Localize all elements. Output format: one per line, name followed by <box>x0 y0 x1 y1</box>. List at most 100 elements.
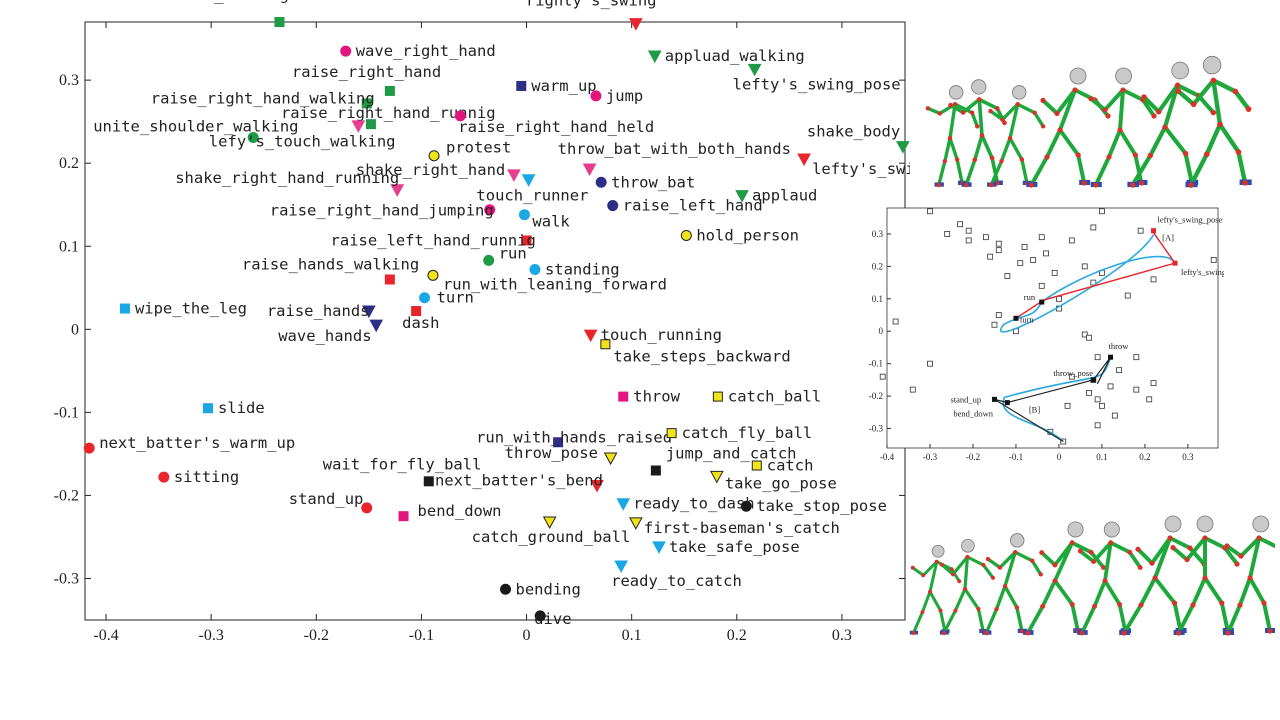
skeleton-joint <box>1170 545 1176 551</box>
skeleton-joint <box>1077 548 1083 554</box>
point-label: unite_shoulder_walking <box>93 117 298 135</box>
point-marker <box>423 476 434 487</box>
point-label: hold_person <box>696 226 799 244</box>
point-marker <box>507 169 521 182</box>
data-point: unite_shoulder_walking <box>93 117 299 143</box>
point-marker <box>896 141 910 154</box>
point-label: dash <box>402 314 439 332</box>
skeleton-joint <box>1081 180 1087 186</box>
skeleton-joint <box>1132 152 1138 158</box>
skeleton-joint <box>925 106 931 111</box>
skeleton-bone <box>986 557 1002 570</box>
skeleton-bone <box>1176 88 1196 107</box>
skeleton-joint <box>953 608 958 613</box>
inset-y-tick-label: 0.3 <box>872 229 884 239</box>
skeleton-joint <box>1138 180 1144 186</box>
point-label: take_stop_pose <box>756 497 887 515</box>
skeleton-head <box>1252 515 1270 533</box>
skeleton-joint <box>1015 102 1020 107</box>
skeleton-bone <box>1091 540 1113 564</box>
skeleton-figure <box>1170 515 1240 636</box>
skeleton-bone <box>1130 153 1153 188</box>
point-marker <box>680 229 692 241</box>
skeleton-joint <box>1127 549 1133 555</box>
skeleton-joint <box>1235 149 1242 155</box>
inset-highlight-point <box>1172 260 1178 266</box>
point-label: catch_ball <box>728 388 821 406</box>
x-tick-label: 0.3 <box>832 627 852 644</box>
point-marker <box>735 190 749 203</box>
skeleton-head <box>1011 85 1027 100</box>
skeleton-bone <box>1257 536 1275 549</box>
skeleton-bone <box>1030 559 1043 577</box>
data-point: take_stop_pose <box>740 497 887 515</box>
skeleton-bone <box>1236 149 1248 186</box>
point-label: touch_runner <box>476 187 588 205</box>
skeleton-bone <box>1041 98 1059 116</box>
skeleton-bone <box>921 560 939 577</box>
skeleton-joint <box>1210 109 1217 116</box>
inset-highlight-label: stand_up <box>950 394 981 404</box>
skeleton-head <box>1196 515 1214 533</box>
point-label: take_steps_backward <box>613 347 790 365</box>
skeleton-joint <box>1039 550 1045 556</box>
skeleton-bone <box>1107 128 1122 159</box>
skeleton-joint <box>1025 630 1031 636</box>
data-point: wave_hands <box>278 319 384 345</box>
skeleton-bone <box>948 103 965 115</box>
skeleton-joint <box>1217 121 1223 128</box>
inset-y-tick-label: -0.3 <box>869 424 884 434</box>
inset-point <box>927 208 933 215</box>
skeleton-head <box>1067 521 1084 538</box>
skeleton-bone <box>1211 78 1223 127</box>
skeleton-joint <box>928 589 932 594</box>
skeleton-joint <box>1002 584 1008 589</box>
skeleton-joint <box>1014 605 1020 610</box>
data-point: take_steps_backward <box>600 339 791 365</box>
skeleton-bone <box>990 156 1000 185</box>
skeleton-figure <box>939 538 996 636</box>
skeleton-joint <box>989 182 994 188</box>
skeleton-joint <box>1019 157 1025 162</box>
skeleton-joint <box>984 630 989 636</box>
skeleton-bone <box>1080 604 1097 635</box>
skeleton-joint <box>1093 182 1099 188</box>
point-label: wipe_the_leg <box>135 300 247 318</box>
skeleton-joint <box>1176 630 1182 636</box>
skeleton-head <box>931 544 945 558</box>
skeleton-joint <box>942 158 948 164</box>
data-point: sitting <box>158 468 239 486</box>
data-point: touch_walking <box>167 0 289 27</box>
point-marker <box>629 18 643 31</box>
skeleton-joint <box>1054 110 1060 116</box>
inset-point <box>965 237 972 244</box>
skeleton-bone <box>1008 102 1020 140</box>
data-point: wave_right_hand <box>340 42 496 60</box>
data-point: protest <box>428 139 511 162</box>
point-marker <box>369 319 384 333</box>
point-label: turn <box>437 289 474 307</box>
skeleton-joint <box>999 158 1004 164</box>
x-tick-label: -0.4 <box>93 627 118 644</box>
point-marker <box>500 583 512 595</box>
inset-y-tick-label: -0.1 <box>869 359 883 369</box>
inset-point <box>1094 354 1101 361</box>
skeleton-joint <box>1256 535 1262 541</box>
point-label: throw_pose <box>505 444 598 462</box>
point-label: run_with_hands_raised <box>476 428 672 446</box>
inset-point <box>909 386 916 393</box>
skeleton-joint <box>1190 602 1196 608</box>
skeleton-figure <box>1223 515 1275 636</box>
skeleton-bone <box>1070 602 1080 633</box>
skeleton-head <box>1164 515 1182 533</box>
skeleton-bone <box>1008 136 1024 162</box>
skeleton-joint <box>1172 600 1178 606</box>
skeleton-bone <box>977 97 984 138</box>
point-label: run <box>499 244 527 262</box>
skeleton-head <box>961 538 975 553</box>
inset-point <box>1051 269 1058 276</box>
y-tick-label: -0.1 <box>54 404 79 421</box>
skeleton-head <box>971 79 987 95</box>
point-label: ready_to_catch <box>611 572 742 590</box>
point-label: next_batter's_warm_up <box>99 434 295 452</box>
